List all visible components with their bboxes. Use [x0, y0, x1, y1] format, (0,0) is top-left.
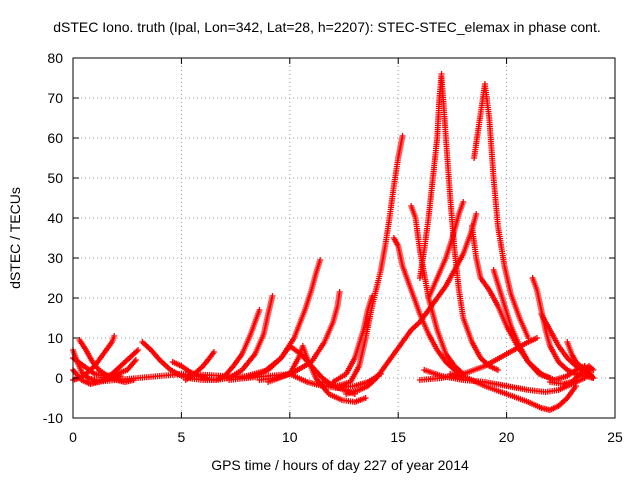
- data-point: [210, 349, 217, 355]
- x-tick-label: 0: [69, 429, 77, 445]
- y-tick-label: 30: [47, 250, 63, 266]
- data-arc: [330, 293, 376, 385]
- data-point: [369, 293, 376, 299]
- data-points: [70, 71, 597, 413]
- x-tick-label: 10: [282, 429, 298, 445]
- data-point: [336, 289, 343, 295]
- data-point: [269, 293, 276, 299]
- data-point: [533, 335, 540, 341]
- x-tick-label: 20: [499, 429, 515, 445]
- y-tick-label: 80: [47, 50, 63, 66]
- data-point: [135, 347, 142, 353]
- x-axis-label: GPS time / hours of day 227 of year 2014: [211, 457, 469, 473]
- data-arc: [447, 371, 579, 413]
- data-arc: [319, 133, 406, 389]
- data-arc: [416, 71, 445, 281]
- y-tick-label: 20: [47, 290, 63, 306]
- data-point: [460, 199, 467, 205]
- data-point: [132, 357, 139, 363]
- data-point: [111, 333, 118, 339]
- data-point: [362, 395, 369, 401]
- grid: [73, 58, 615, 418]
- y-tick-label: 60: [47, 130, 63, 146]
- data-arc: [471, 81, 532, 341]
- data-arc: [425, 199, 467, 301]
- x-tick-label: 5: [178, 429, 186, 445]
- chart-title: dSTEC Iono. truth (Ipal, Lon=342, Lat=28…: [53, 19, 600, 35]
- data-arc: [200, 307, 263, 383]
- data-point: [399, 133, 406, 139]
- y-tick-label: -10: [43, 410, 63, 426]
- y-tick-label: 50: [47, 170, 63, 186]
- y-tick-label: 10: [47, 330, 63, 346]
- data-point: [494, 367, 501, 373]
- y-tick-label: 70: [47, 90, 63, 106]
- x-tick-label: 15: [390, 429, 406, 445]
- data-point: [256, 307, 263, 313]
- y-axis-label: dSTEC / TECUs: [7, 187, 23, 289]
- tick-labels: 0 5 10 15 20 25 -10 0 10 20 30 40 50 60 70 80: [43, 50, 623, 445]
- ticks: [72, 57, 616, 419]
- data-point: [317, 257, 324, 263]
- data-arc: [438, 75, 501, 373]
- data-point: [473, 211, 480, 217]
- y-tick-label: 40: [47, 210, 63, 226]
- plot-frame: [72, 57, 616, 419]
- data-arc: [70, 333, 118, 383]
- y-tick-label: 0: [55, 370, 63, 386]
- data-arc: [546, 363, 597, 387]
- data-point: [590, 375, 597, 381]
- x-tick-label: 25: [607, 429, 623, 445]
- data-point: [590, 367, 597, 373]
